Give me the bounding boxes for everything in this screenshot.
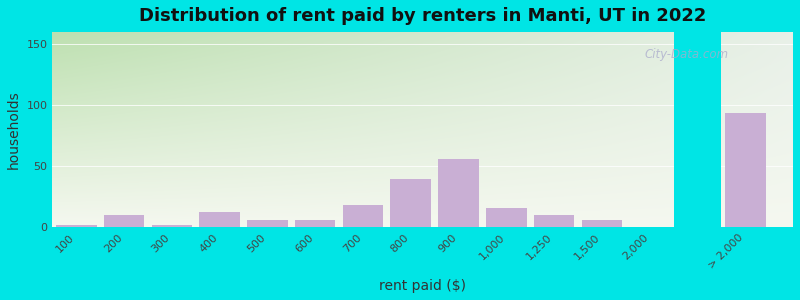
Bar — [199, 212, 240, 227]
X-axis label: rent paid ($): rent paid ($) — [379, 279, 466, 293]
Bar — [295, 220, 335, 227]
Bar — [674, 32, 722, 227]
Bar — [534, 215, 574, 227]
Bar — [486, 208, 526, 227]
Text: City-Data.com: City-Data.com — [645, 48, 729, 61]
Bar — [151, 225, 192, 227]
Bar — [438, 159, 479, 227]
Bar — [104, 215, 144, 227]
Bar — [56, 225, 97, 227]
Bar — [390, 178, 431, 227]
Bar — [582, 220, 622, 227]
Bar — [342, 206, 383, 227]
Bar — [725, 112, 766, 227]
Title: Distribution of rent paid by renters in Manti, UT in 2022: Distribution of rent paid by renters in … — [139, 7, 706, 25]
Bar — [247, 220, 288, 227]
Y-axis label: households: households — [7, 90, 21, 169]
